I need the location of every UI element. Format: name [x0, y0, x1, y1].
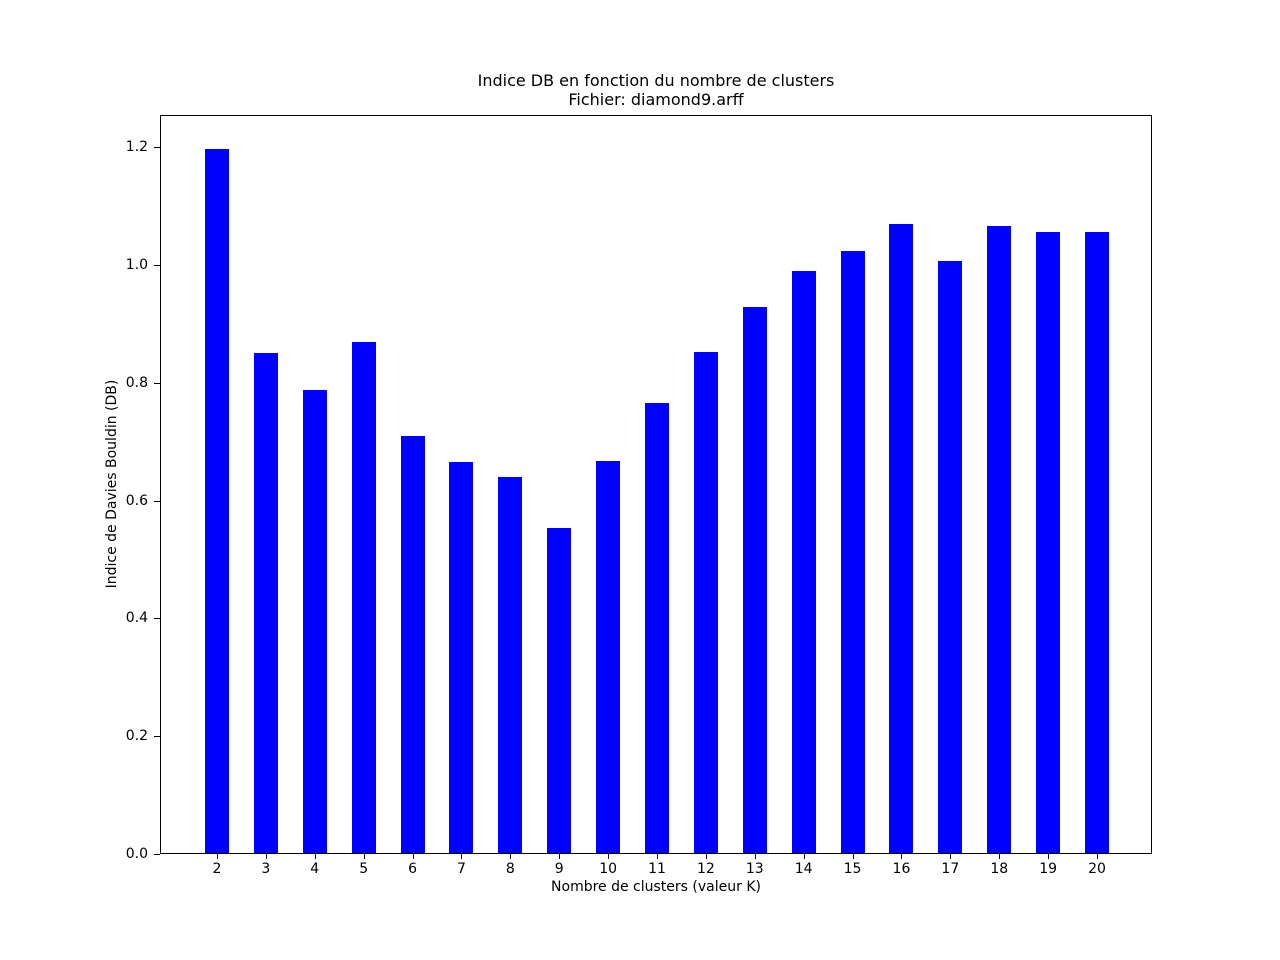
bar-k7: [449, 462, 474, 853]
x-axis-label: Nombre de clusters (valeur K): [551, 879, 761, 895]
x-tick-mark-4: [314, 854, 316, 859]
bar-k20: [1085, 232, 1110, 853]
x-tick-mark-9: [559, 854, 561, 859]
x-tick-mark-16: [901, 854, 903, 859]
x-tick-mark-7: [461, 854, 463, 859]
y-tick-label-0.4: 0.4: [125, 610, 148, 626]
x-tick-mark-3: [265, 854, 267, 859]
x-tick-label-20: 20: [1088, 861, 1106, 877]
x-tick-label-9: 9: [554, 861, 564, 877]
x-tick-mark-20: [1097, 854, 1099, 859]
y-tick-label-0.6: 0.6: [125, 493, 148, 509]
x-tick-label-12: 12: [696, 861, 715, 877]
chart-title-block: Indice DB en fonction du nombre de clust…: [160, 71, 1152, 109]
x-tick-label-17: 17: [941, 861, 960, 877]
x-tick-mark-5: [363, 854, 365, 859]
y-tick-mark-0.0: [154, 854, 160, 855]
x-tick-mark-11: [657, 854, 658, 859]
x-tick-mark-14: [803, 854, 805, 859]
y-axis-label: Indice de Davies Bouldin (DB): [104, 379, 120, 589]
x-tick-label-16: 16: [892, 861, 911, 877]
x-tick-label-19: 19: [1039, 861, 1058, 877]
x-tick-mark-17: [950, 854, 952, 859]
y-tick-label-0.8: 0.8: [125, 375, 148, 391]
y-tick-label-0.0: 0.0: [125, 846, 148, 862]
x-tick-label-2: 2: [212, 861, 222, 877]
x-tick-label-4: 4: [310, 861, 320, 877]
y-tick-mark-0.6: [154, 501, 160, 502]
bar-k10: [596, 461, 621, 853]
bar-k17: [938, 261, 963, 853]
x-tick-label-14: 14: [794, 861, 813, 877]
x-tick-label-3: 3: [261, 861, 271, 877]
x-tick-label-18: 18: [990, 861, 1009, 877]
bar-k4: [302, 390, 327, 853]
bar-k11: [645, 403, 669, 853]
y-tick-label-1.2: 1.2: [125, 139, 148, 155]
bar-k2: [205, 149, 229, 853]
x-tick-label-15: 15: [843, 861, 862, 877]
x-tick-mark-6: [412, 854, 414, 859]
x-tick-label-11: 11: [648, 861, 666, 877]
bar-k5: [351, 342, 376, 853]
y-tick-mark-1.0: [154, 265, 160, 266]
y-tick-label-1.0: 1.0: [125, 257, 148, 273]
x-tick-label-10: 10: [599, 861, 618, 877]
bar-k14: [791, 271, 816, 853]
x-tick-label-13: 13: [745, 861, 764, 877]
bar-k12: [693, 352, 718, 853]
y-tick-mark-0.8: [154, 383, 160, 384]
x-tick-label-8: 8: [505, 861, 515, 877]
bar-k16: [889, 224, 914, 853]
x-tick-label-6: 6: [408, 861, 418, 877]
bar-k15: [840, 251, 865, 853]
bar-k6: [400, 436, 425, 853]
x-tick-mark-8: [510, 854, 512, 859]
bar-k3: [253, 353, 278, 853]
y-tick-mark-0.2: [154, 736, 160, 737]
y-tick-mark-1.2: [154, 147, 160, 148]
x-tick-mark-10: [608, 854, 610, 859]
x-tick-label-7: 7: [456, 861, 466, 877]
x-tick-label-5: 5: [359, 861, 369, 877]
x-tick-mark-2: [217, 854, 218, 859]
y-tick-mark-0.4: [154, 618, 160, 619]
chart-title: Indice DB en fonction du nombre de clust…: [477, 71, 835, 90]
x-tick-mark-15: [852, 854, 854, 859]
x-tick-mark-19: [1048, 854, 1050, 859]
plot-area: [160, 115, 1152, 854]
x-tick-mark-18: [999, 854, 1001, 859]
bar-k13: [742, 307, 767, 853]
bar-k8: [498, 477, 523, 853]
x-tick-mark-12: [705, 854, 707, 859]
bar-k9: [547, 528, 572, 853]
bar-k18: [987, 226, 1012, 853]
y-tick-label-0.2: 0.2: [125, 728, 148, 744]
bar-k19: [1036, 232, 1061, 853]
x-tick-mark-13: [754, 854, 756, 859]
chart-subtitle: Fichier: diamond9.arff: [568, 90, 744, 109]
